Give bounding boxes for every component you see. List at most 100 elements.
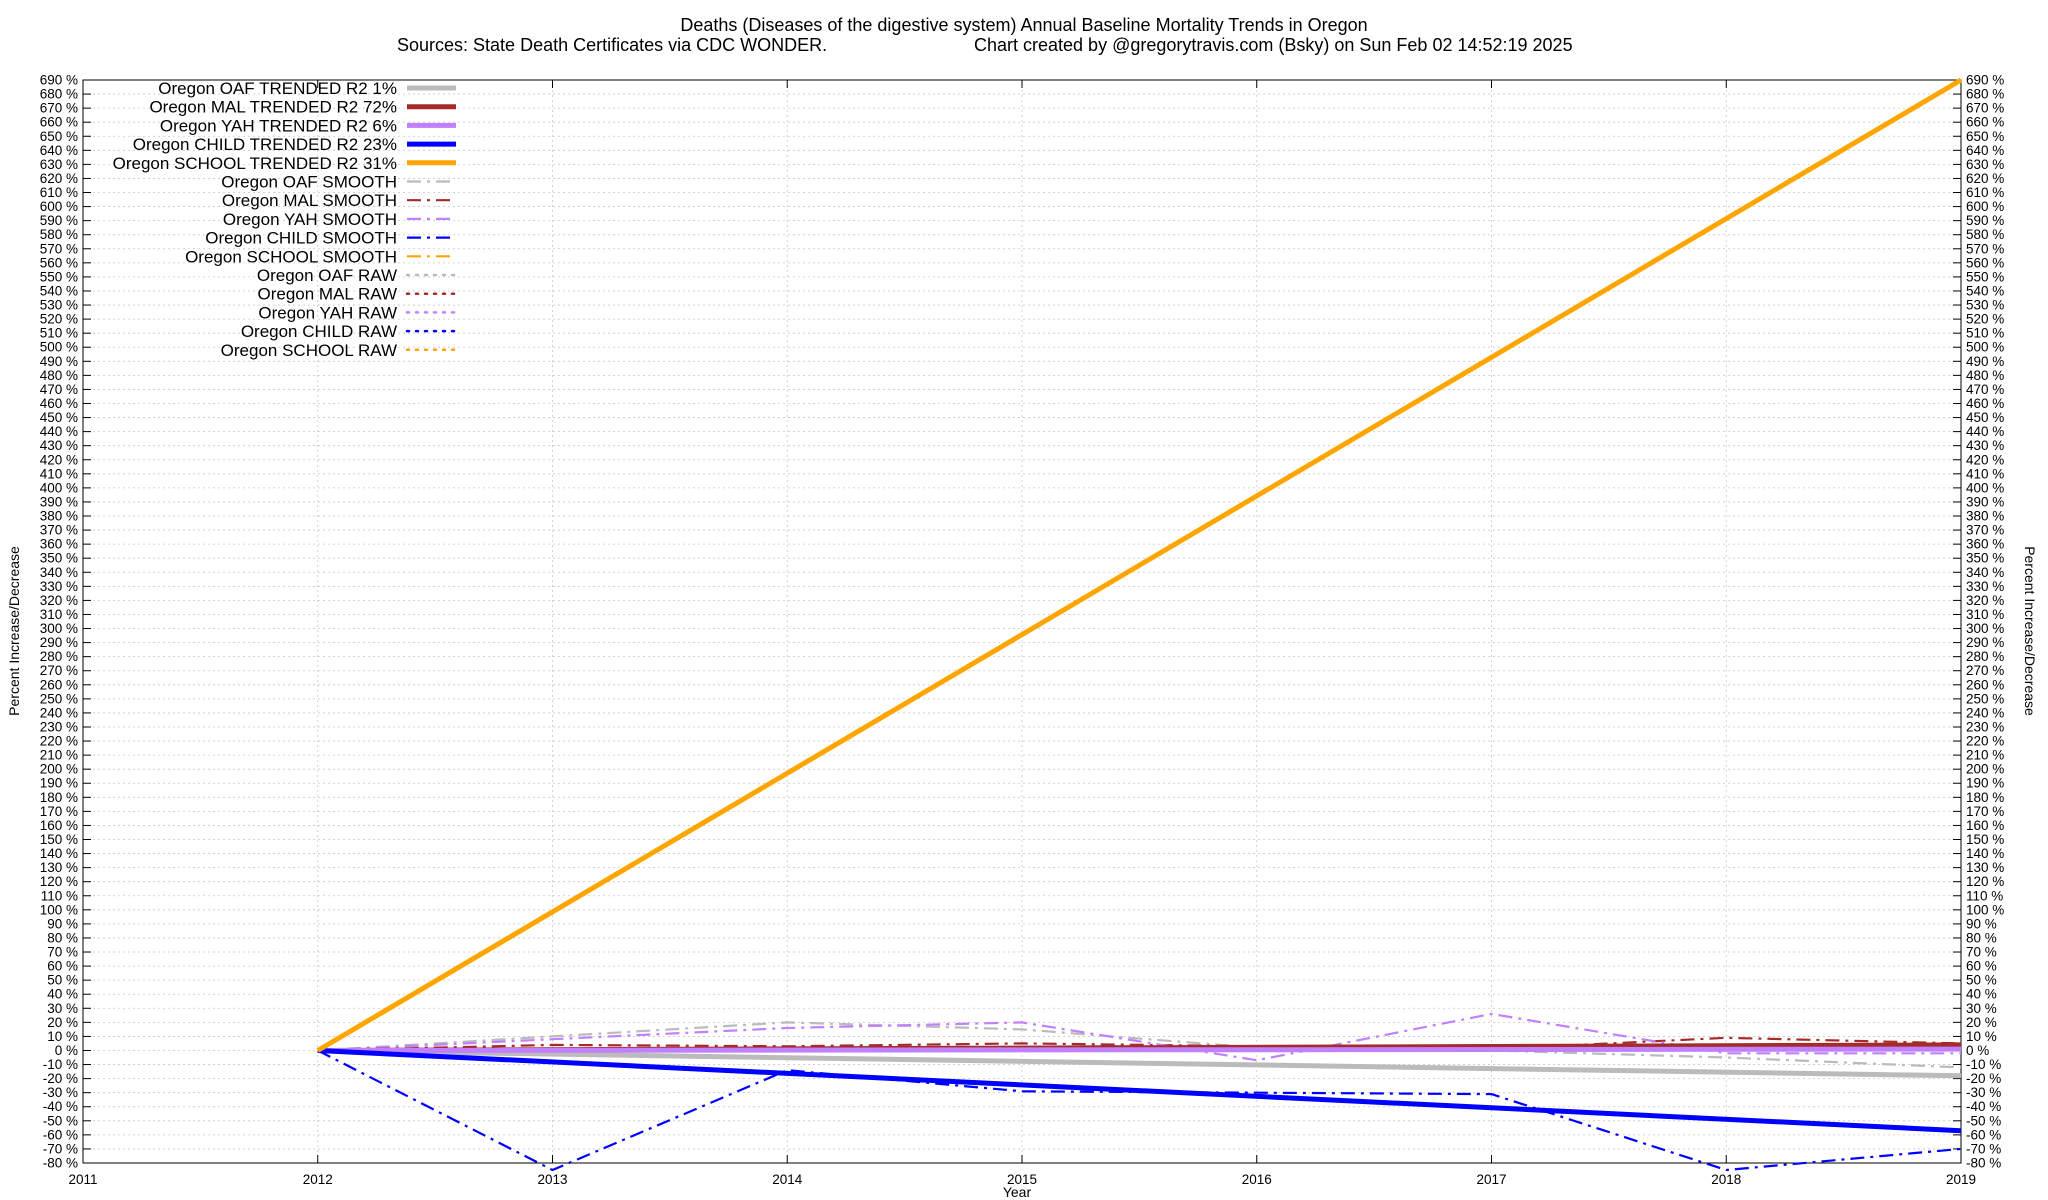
y-tick-label-right: 530 % <box>1966 298 2004 313</box>
y-tick-label-right: 400 % <box>1966 480 2004 495</box>
y-tick-label-left: 250 % <box>40 691 78 706</box>
plot-frame <box>82 79 1962 1164</box>
y-tick-label-right: 10 % <box>1966 1029 1997 1044</box>
y-tick-label-left: 360 % <box>40 537 78 552</box>
y-tick-label-right: 460 % <box>1966 396 2004 411</box>
y-tick-label-right: 630 % <box>1966 157 2004 172</box>
y-tick-label-left: 290 % <box>40 635 78 650</box>
y-tick-label-left: -60 % <box>43 1127 78 1142</box>
y-tick-label-right: 110 % <box>1966 888 2003 903</box>
y-tick-label-left: 550 % <box>40 269 78 284</box>
y-tick-label-left: 450 % <box>40 410 78 425</box>
y-tick-label-left: 10 % <box>47 1029 78 1044</box>
x-tick-label: 2012 <box>303 1172 333 1187</box>
y-tick-label-left: 620 % <box>40 171 78 186</box>
legend: Oregon OAF TRENDED R2 1%Oregon MAL TREND… <box>113 79 458 360</box>
y-tick-label-left: 260 % <box>40 677 78 692</box>
y-tick-label-left: 390 % <box>40 494 78 509</box>
y-tick-label-right: 260 % <box>1966 677 2004 692</box>
y-tick-label-left: 300 % <box>40 621 78 636</box>
y-tick-label-right: 590 % <box>1966 213 2004 228</box>
y-tick-label-left: 380 % <box>40 509 78 524</box>
y-tick-label-left: 520 % <box>40 312 78 327</box>
legend-label-oregon-mal-raw: Oregon MAL RAW <box>257 285 397 304</box>
y-tick-label-left: 540 % <box>40 283 78 298</box>
y-tick-label-left: -50 % <box>43 1113 78 1128</box>
series-line-oregon-oaf-trended <box>317 1048 1962 1079</box>
y-tick-label-right: 70 % <box>1966 945 1997 960</box>
y-tick-label-left: 500 % <box>40 340 78 355</box>
y-tick-label-right: 650 % <box>1966 129 2004 144</box>
y-tick-label-left: 640 % <box>40 143 78 158</box>
y-tick-label-right: 480 % <box>1966 368 2004 383</box>
y-tick-label-right: 310 % <box>1966 607 2004 622</box>
y-tick-label-right: 130 % <box>1966 860 2004 875</box>
y-tick-label-right: -70 % <box>1966 1141 2001 1156</box>
y-tick-label-left: 430 % <box>40 438 78 453</box>
y-tick-label-left: 170 % <box>40 804 78 819</box>
legend-label-oregon-school-trended: Oregon SCHOOL TRENDED R2 31% <box>113 154 397 173</box>
y-tick-label-right: 520 % <box>1966 312 2004 327</box>
chart-subtitle-credit: Chart created by @gregorytravis.com (Bsk… <box>974 35 1573 55</box>
y-tick-label-left: 310 % <box>40 607 78 622</box>
x-tick-label: 2016 <box>1242 1172 1272 1187</box>
y-tick-label-left: 590 % <box>40 213 78 228</box>
chart-title: Deaths (Diseases of the digestive system… <box>680 15 1367 35</box>
y-tick-label-right: 60 % <box>1966 959 1997 974</box>
y-tick-label-left: 630 % <box>40 157 78 172</box>
y-tick-label-left: 80 % <box>47 930 78 945</box>
y-tick-label-left: 40 % <box>47 987 78 1002</box>
y-tick-label-right: -20 % <box>1966 1071 2001 1086</box>
y-tick-label-left: 60 % <box>47 959 78 974</box>
y-tick-label-left: 350 % <box>40 551 78 566</box>
y-tick-label-left: -10 % <box>43 1057 78 1072</box>
y-tick-label-right: 220 % <box>1966 734 2004 749</box>
y-tick-label-right: -50 % <box>1966 1113 2001 1128</box>
y-tick-label-right: 420 % <box>1966 452 2004 467</box>
y-tick-label-left: 50 % <box>47 973 78 988</box>
y-tick-label-right: 100 % <box>1966 902 2004 917</box>
y-tick-label-left: 200 % <box>40 762 78 777</box>
y-tick-label-right: 490 % <box>1966 354 2004 369</box>
y-tick-label-left: 480 % <box>40 368 78 383</box>
series-line-oregon-child-trended <box>317 1048 1962 1134</box>
y-tick-label-right: 140 % <box>1966 846 2004 861</box>
y-tick-label-left: 440 % <box>40 424 78 439</box>
y-axis-label-left: Percent Increase/Decrease <box>6 546 22 716</box>
series-line-oregon-oaf-smooth <box>317 1021 1962 1069</box>
y-tick-label-right: 660 % <box>1966 115 2004 130</box>
y-tick-label-right: 380 % <box>1966 509 2004 524</box>
y-tick-label-left: 230 % <box>40 719 78 734</box>
y-tick-label-left: 0 % <box>55 1043 78 1058</box>
y-tick-label-left: 180 % <box>40 790 78 805</box>
y-tick-label-left: 330 % <box>40 579 78 594</box>
series-line-oregon-yah-trended <box>317 1046 1962 1053</box>
y-tick-label-right: 570 % <box>1966 241 2004 256</box>
y-tick-label-right: 210 % <box>1966 748 2004 763</box>
legend-label-oregon-yah-smooth: Oregon YAH SMOOTH <box>223 210 397 229</box>
axes: -80 % -80 %-70 % -70 %-60 % -60 %-50 % -50 %… <box>40 73 2005 1188</box>
y-tick-label-left: -20 % <box>43 1071 78 1086</box>
y-tick-label-left: 490 % <box>40 354 78 369</box>
y-tick-label-left: 120 % <box>40 874 78 889</box>
y-tick-label-left: 220 % <box>40 734 78 749</box>
y-tick-label-right: 670 % <box>1966 101 2004 116</box>
y-tick-label-right: 560 % <box>1966 255 2004 270</box>
legend-label-oregon-oaf-raw: Oregon OAF RAW <box>257 266 397 285</box>
y-tick-label-left: 30 % <box>47 1001 78 1016</box>
y-tick-label-left: 650 % <box>40 129 78 144</box>
x-tick-label: 2019 <box>1946 1172 1976 1187</box>
y-tick-label-right: 640 % <box>1966 143 2004 158</box>
legend-label-oregon-child-raw: Oregon CHILD RAW <box>241 322 397 341</box>
y-axis-label-right: Percent Increase/Decrease <box>2022 546 2038 716</box>
y-tick-label-right: -80 % <box>1966 1156 2001 1171</box>
y-tick-label-right: 580 % <box>1966 227 2004 242</box>
y-tick-label-right: -30 % <box>1966 1085 2001 1100</box>
y-tick-label-right: 160 % <box>1966 818 2004 833</box>
y-tick-label-left: 160 % <box>40 818 78 833</box>
y-tick-label-right: 610 % <box>1966 185 2004 200</box>
y-tick-label-left: 210 % <box>40 748 78 763</box>
y-tick-label-right: 240 % <box>1966 705 2004 720</box>
